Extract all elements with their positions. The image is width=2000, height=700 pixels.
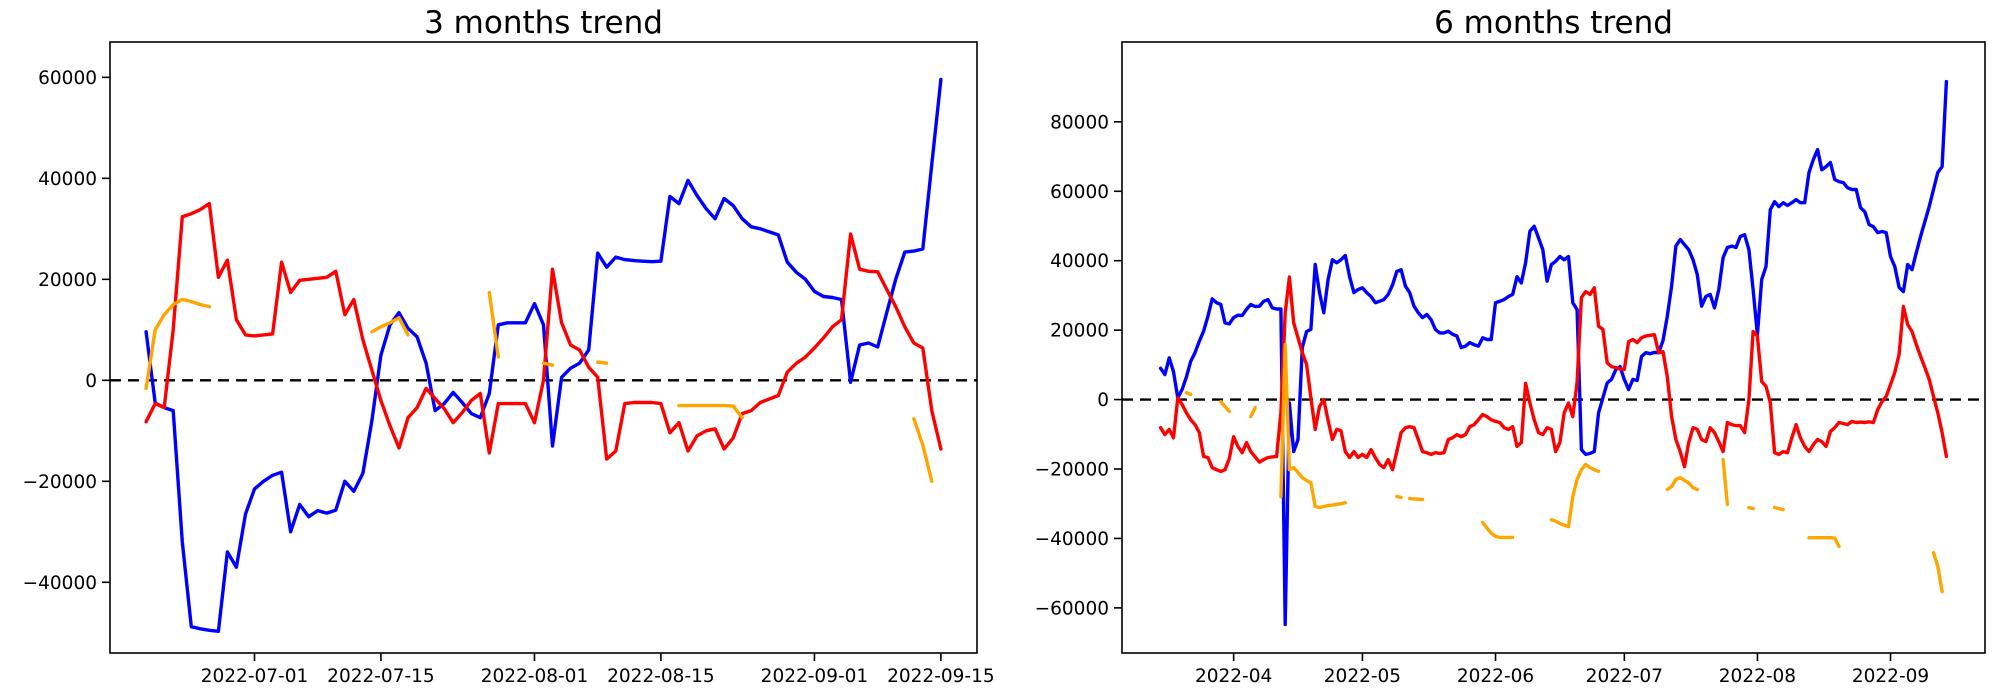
six-months-chart-title: 6 months trend [1434, 5, 1673, 41]
series-orange-line-segment-6 [912, 417, 934, 483]
y-tick-label: −20000 [23, 472, 97, 493]
x-tick-label: 2022-07-15 [327, 666, 435, 687]
three-months-chart: 3 months trend 60000 40000 20000 0 −20000 −40… [23, 5, 995, 687]
y-tick-label: 0 [1097, 390, 1109, 411]
y-tick-label: 40000 [38, 169, 97, 190]
series-orange-line-segment-1 [370, 316, 410, 337]
series-blue-line-segment-0 [144, 77, 943, 633]
series-orange-line-segment-0 [144, 297, 212, 391]
series-orange-line-segment-9 [1721, 457, 1730, 507]
series-orange-line-segment-3 [1279, 343, 1347, 510]
series-orange-line-segment-4 [1395, 494, 1403, 500]
y-tick-label: 40000 [1050, 251, 1109, 272]
series-orange-line-segment-6 [1481, 520, 1515, 540]
series-orange-line-segment-10 [1747, 505, 1755, 511]
x-tick-label: 2022-06 [1457, 666, 1534, 687]
x-tick-label: 2022-05 [1324, 666, 1401, 687]
series-orange-line-segment-13 [1931, 551, 1944, 594]
three-months-chart-canvas: 3 months trend 60000 40000 20000 0 −20000 −40… [23, 5, 995, 687]
series-orange-line-segment-3 [541, 361, 555, 367]
series-red-line-segment-0 [1158, 275, 1949, 474]
x-tick-label: 2022-07 [1586, 666, 1663, 687]
y-tick-label: 60000 [38, 68, 97, 89]
series-orange-line-segment-12 [1807, 536, 1841, 549]
series-orange-line-segment-11 [1772, 505, 1785, 512]
y-tick-label: 0 [85, 371, 97, 392]
x-tick-label: 2022-08-01 [481, 666, 589, 687]
series-orange-line-segment-2 [1249, 405, 1257, 419]
y-tick-label: −60000 [1035, 598, 1109, 619]
x-tick-label: 2022-09-01 [761, 666, 869, 687]
six-months-chart: 6 months trend 80000 60000 40000 20000 0 −200… [1000, 0, 2000, 700]
plot-box [109, 41, 978, 654]
six-months-chart-canvas: 6 months trend 80000 60000 40000 20000 0 −200… [1035, 5, 1986, 687]
x-tick-label: 2022-09 [1852, 666, 1929, 687]
x-tick-label: 2022-08 [1719, 666, 1796, 687]
x-tick-label: 2022-09-15 [887, 666, 995, 687]
series-red-line-segment-0 [144, 201, 943, 461]
y-tick-label: −40000 [1035, 529, 1109, 550]
series-orange-line-segment-5 [677, 403, 744, 420]
x-tick-label: 2022-04 [1195, 666, 1272, 687]
series-orange-line-segment-7 [1549, 462, 1601, 529]
three-months-chart-title: 3 months trend [424, 5, 663, 41]
series-blue-line-segment-0 [1158, 79, 1949, 627]
y-tick-label: 80000 [1050, 112, 1109, 133]
y-tick-label: −20000 [1035, 460, 1109, 481]
x-tick-label: 2022-08-15 [607, 666, 715, 687]
series-orange-line-segment-8 [1665, 476, 1699, 492]
x-tick-label: 2022-07-01 [201, 666, 309, 687]
y-tick-label: 20000 [38, 270, 97, 291]
series-orange-line-segment-0 [1184, 390, 1193, 397]
y-tick-label: −40000 [23, 573, 97, 594]
plot-box [1121, 41, 1986, 654]
y-tick-label: 60000 [1050, 182, 1109, 203]
series-orange-line-segment-4 [596, 360, 609, 365]
y-tick-label: 20000 [1050, 321, 1109, 342]
series-orange-line-segment-5 [1408, 496, 1425, 502]
series-orange-line-segment-2 [487, 290, 500, 359]
series-orange-line-segment-1 [1219, 400, 1232, 414]
